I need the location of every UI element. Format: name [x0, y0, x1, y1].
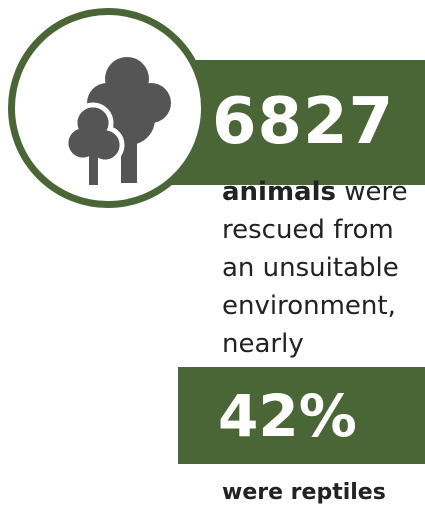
description-line-3: an unsuitable — [222, 253, 399, 283]
stat-banner-secondary — [178, 367, 425, 464]
description-line-2: rescued from — [222, 215, 394, 245]
description-line-1: animals were — [222, 173, 425, 211]
trees-icon — [63, 57, 171, 185]
description-line-5: nearly — [222, 329, 304, 359]
footer-text: were reptiles — [222, 480, 386, 505]
stat-value-primary: 6827 — [212, 85, 395, 159]
description-line-4: environment, — [222, 291, 396, 321]
stat-banner-primary — [170, 60, 425, 185]
highlight-word: animals — [222, 177, 336, 207]
circle-badge — [8, 8, 208, 208]
description-line-1-rest: were — [336, 177, 408, 207]
description-text: animals were rescued from an unsuitable … — [222, 173, 425, 363]
stat-value-secondary: 42% — [218, 382, 357, 450]
